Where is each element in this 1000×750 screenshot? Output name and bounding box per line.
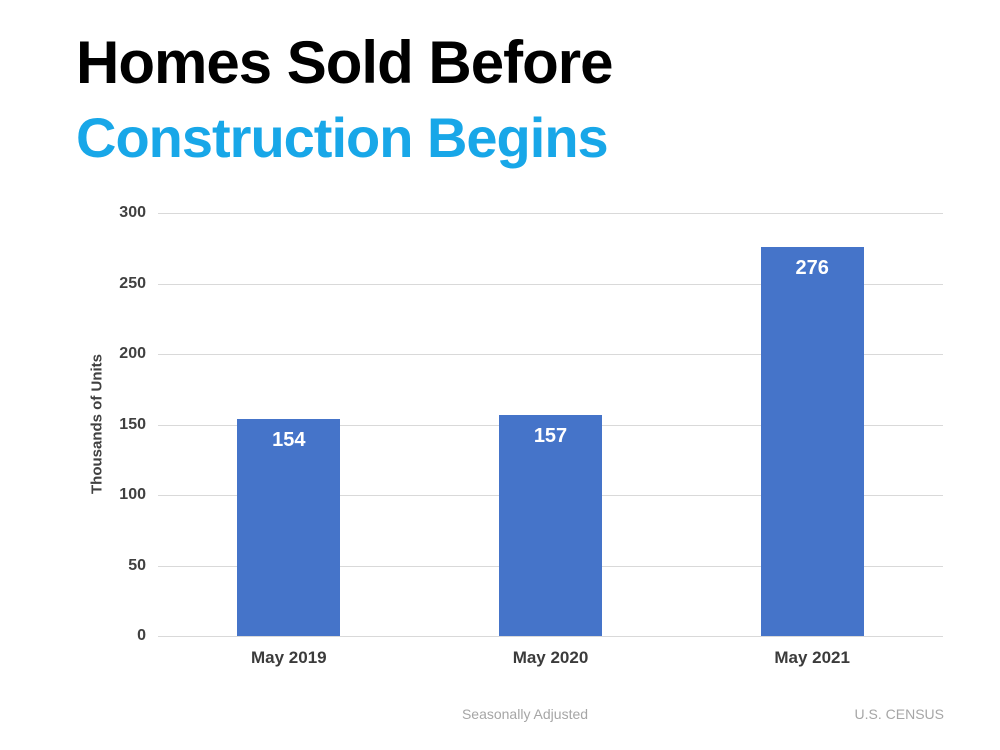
y-tick-label: 250 [119, 274, 146, 292]
bar-may-2019: 154 [237, 418, 341, 636]
gridline [158, 213, 943, 214]
y-tick-label: 0 [137, 627, 146, 644]
y-tick-label: 100 [119, 486, 146, 503]
page-title-line1: Homes Sold Before [76, 29, 613, 96]
bar-value-label: 276 [795, 256, 829, 279]
footer-note-source: U.S. CENSUS [854, 706, 944, 722]
page-title-line2: Construction Begins [76, 106, 609, 169]
x-tick-label: May 2019 [251, 648, 327, 667]
bar-may-2020: 157 [499, 414, 602, 636]
y-tick-label: 150 [119, 415, 146, 433]
plot-area: 0 50 100 150 200 250 300 154 May 2019 157 May 2020… [119, 204, 943, 667]
bar-value-label: 157 [533, 424, 568, 447]
x-tick-label: May 2020 [512, 648, 589, 667]
footer-note-seasonally-adjusted: Seasonally Adjusted [461, 706, 589, 722]
gridline [158, 354, 943, 355]
y-tick-label: 200 [119, 345, 146, 362]
x-tick-label: May 2021 [774, 648, 850, 667]
gridline [158, 283, 943, 285]
bar-may-2021: 276 [760, 246, 864, 636]
bar-value-label: 154 [272, 428, 306, 451]
y-tick-label: 50 [128, 556, 146, 574]
gridline [158, 636, 943, 637]
y-tick-label: 300 [119, 204, 146, 221]
